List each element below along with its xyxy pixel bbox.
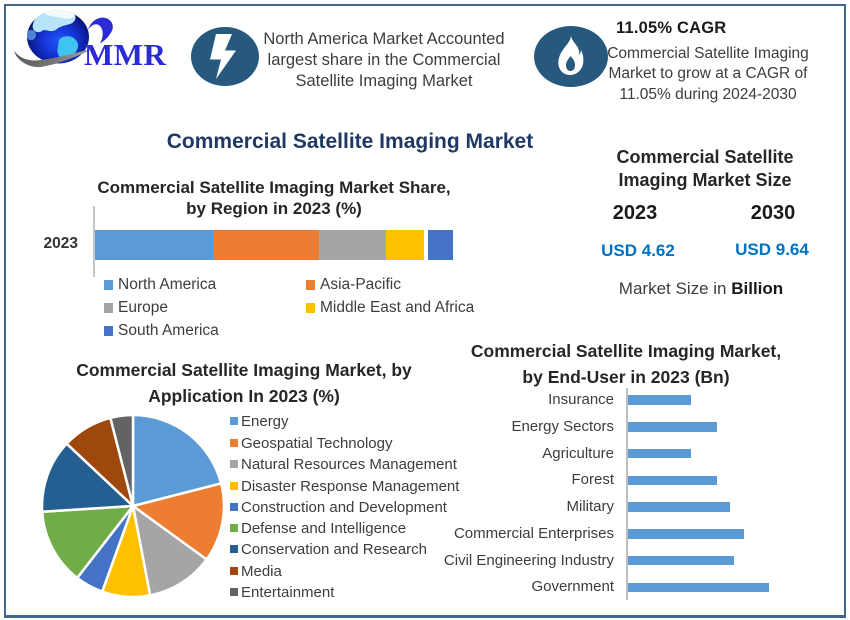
svg-text:MMR: MMR: [84, 37, 167, 72]
